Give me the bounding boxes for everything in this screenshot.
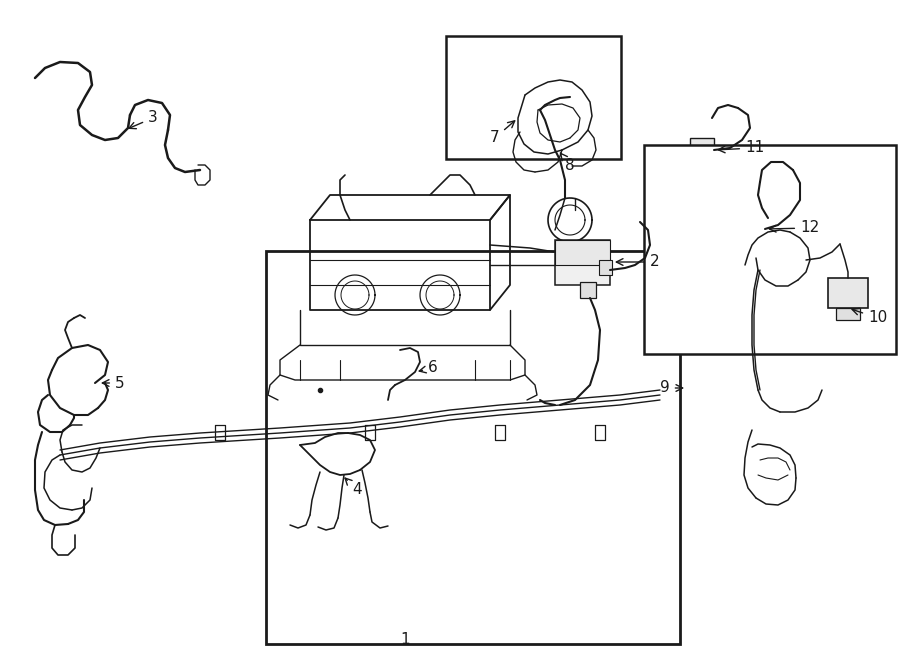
Bar [555,240,610,265]
Text: 6: 6 [419,360,437,375]
Bar [740,218,765,240]
Bar [446,36,621,159]
Text: 4: 4 [345,478,362,498]
Bar [266,251,680,644]
Text: 11: 11 [718,141,764,155]
Text: 3: 3 [129,110,158,129]
Text: 5: 5 [103,375,124,391]
Text: 12: 12 [770,221,819,235]
Bar [828,278,868,308]
Bar [555,240,610,285]
Bar [690,138,714,162]
Bar [836,308,860,320]
Bar [599,260,612,275]
Bar [580,282,596,298]
Text: 8: 8 [561,153,574,173]
Text: 7: 7 [490,121,515,145]
Bar [644,145,896,354]
Text: 2: 2 [616,254,660,270]
Text: 10: 10 [852,309,887,325]
Text: 1: 1 [400,633,410,648]
Text: 9: 9 [660,381,683,395]
